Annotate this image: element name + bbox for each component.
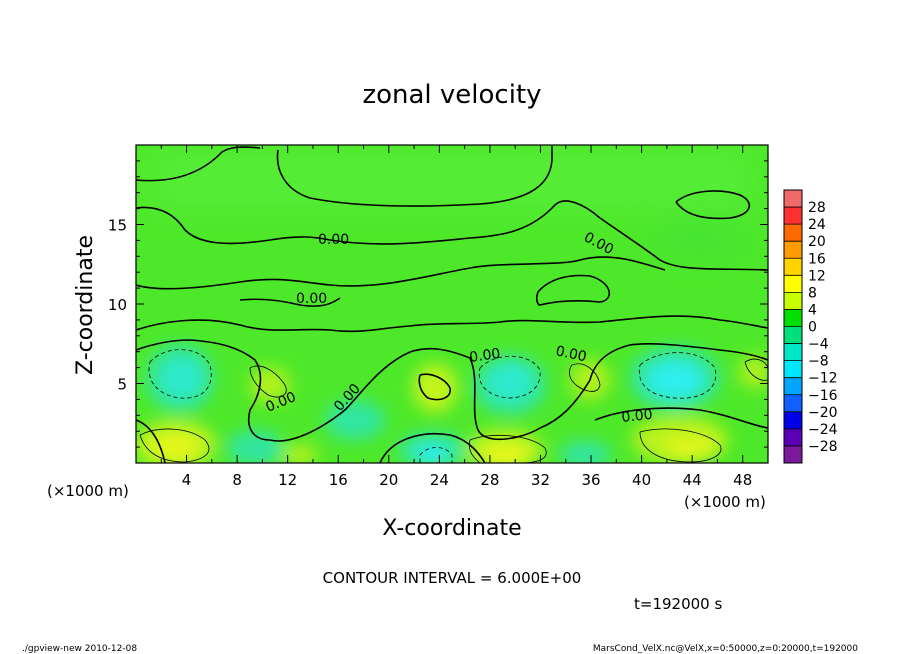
colorbar-swatch [784,258,802,276]
x-tick-label: 20 [379,471,398,489]
colorbar-swatch [784,275,802,293]
contour-interval-label: CONTOUR INTERVAL = 6.000E+00 [323,569,582,587]
contour-label: 0.00 [554,343,588,365]
colorbar-label: −20 [808,405,838,421]
colorbar-swatch [784,343,802,362]
colorbar-label: 24 [808,217,826,233]
x-tick-label: 8 [232,471,242,489]
colorbar-label: 0 [808,320,817,336]
colorbar-swatch [784,224,802,242]
colorbar-label: 8 [808,285,817,301]
colorbar-swatch [784,190,802,208]
colorbar-swatch [784,309,802,327]
contour-lines-6 [139,358,768,463]
y-axis: 5 10 15 [108,160,768,448]
x-tick-label: 16 [329,471,348,489]
contour-label: 0.00 [318,232,349,248]
y-tick-label: 5 [117,376,127,394]
contour-label: 0.00 [296,291,327,307]
colorbar-swatch [784,241,802,259]
colorbar-swatch [784,292,802,310]
colorbar-label: 16 [808,251,826,267]
colorbar-swatch [784,428,802,447]
chart-title: zonal velocity [362,80,541,110]
x-axis: 4 8 12 16 20 24 28 32 36 40 44 48 [160,145,752,489]
x-tick-label: 24 [430,471,449,489]
colorbar-label: −12 [808,371,838,387]
x-tick-label: 32 [531,471,550,489]
colorbar-swatch [784,377,802,396]
colorbar-label: −28 [808,439,838,455]
colorbar-swatch [784,445,802,464]
x-unit-label: (×1000 m) [684,493,766,511]
time-label: t=192000 s [634,595,722,613]
footer-left: ./gpview-new 2010-12-08 [22,644,137,654]
colorbar-swatch [784,207,802,225]
colorbar-label: −24 [808,422,838,438]
y-axis-title: Z-coordinate [73,235,98,375]
contour-lines-neg6 [148,349,717,463]
footer-right: MarsCond_VelX.nc@VelX,x=0:50000,z=0:2000… [593,644,858,654]
colorbar-label: 4 [808,302,817,318]
z-unit-label: (×1000 m) [47,482,129,500]
colorbar-label: 20 [808,234,826,250]
x-axis-title: X-coordinate [382,516,521,541]
x-tick-label: 40 [632,471,651,489]
colorbar-label: −4 [808,337,829,353]
contour-lines-zero [136,146,768,463]
colorbar-swatch [784,360,802,379]
y-tick-label: 15 [108,217,127,235]
plot-field: 0.00 0.00 0.00 0.00 0.00 0.00 0.00 0.00 [136,145,768,463]
colorbar-label: 28 [808,200,826,216]
contour-label: 0.00 [468,346,501,366]
colorbar-swatch [784,411,802,430]
x-tick-label: 36 [581,471,600,489]
x-tick-label: 44 [683,471,702,489]
x-tick-label: 28 [480,471,499,489]
x-tick-label: 48 [733,471,752,489]
colorbar-label: −16 [808,388,838,404]
contour-label: 0.00 [621,407,654,426]
colorbar-label: 12 [808,268,826,284]
x-tick-label: 4 [182,471,192,489]
colorbar-swatch [784,394,802,413]
y-tick-label: 10 [108,296,127,314]
colorbar-swatch [784,326,802,345]
x-tick-label: 12 [278,471,297,489]
colorbar-label: −8 [808,354,829,370]
